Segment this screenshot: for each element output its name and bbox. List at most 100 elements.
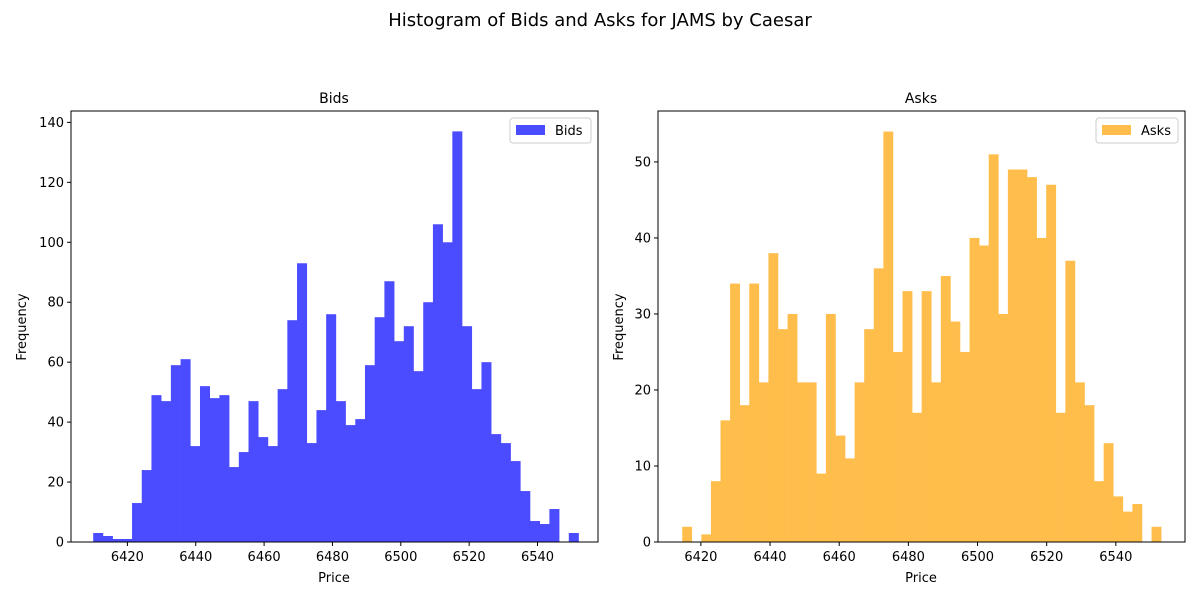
bids-bar <box>132 503 143 542</box>
bids-bar <box>423 302 434 542</box>
asks-bar <box>931 382 942 542</box>
asks-plot-frame <box>657 110 1186 543</box>
asks-bar <box>1055 412 1066 542</box>
asks-x-tick-label: 6500 <box>961 550 994 565</box>
asks-y-axis-label: Frequency <box>612 293 627 360</box>
bids-bar <box>122 539 133 542</box>
bids-bar <box>384 281 395 542</box>
bids-bar <box>520 491 531 542</box>
bids-bar <box>161 401 172 542</box>
bids-bar <box>297 263 308 542</box>
asks-bar <box>873 268 884 542</box>
asks-bar <box>845 458 855 542</box>
asks-bar <box>1084 405 1095 542</box>
asks-x-tick-label: 6460 <box>823 550 856 565</box>
asks-y-tick-label: 40 <box>634 231 651 246</box>
asks-bar <box>883 131 894 542</box>
asks-legend-box <box>1095 117 1179 144</box>
bids-bar <box>452 131 463 542</box>
asks-bar <box>825 313 836 542</box>
asks-bar <box>1007 169 1018 542</box>
bids-y-axis-label: Frequency <box>15 293 30 360</box>
asks-bar <box>1132 503 1143 542</box>
asks-legend: Asks <box>1095 117 1179 144</box>
asks-bar <box>701 534 712 542</box>
bids-bar <box>432 224 443 543</box>
bids-bar <box>500 443 511 542</box>
bids-legend-label: Bids <box>555 124 583 139</box>
bids-legend-box <box>509 117 592 144</box>
asks-bar <box>902 291 913 542</box>
asks-y-axis: 0 10 20 30 40 50 <box>634 155 658 551</box>
bids-bar <box>151 395 162 542</box>
bids-bar <box>403 326 414 542</box>
asks-bar <box>921 291 932 542</box>
bids-x-tick-label: 6460 <box>248 550 281 565</box>
bids-bar <box>316 410 327 542</box>
asks-bar <box>864 329 875 542</box>
asks-bar <box>854 382 865 542</box>
bids-x-tick-label: 6500 <box>384 550 417 565</box>
bids-x-tick-label: 6540 <box>521 550 554 565</box>
asks-bar <box>1122 511 1133 542</box>
bids-bar <box>229 467 240 542</box>
asks-x-tick-label: 6520 <box>1030 550 1063 565</box>
asks-x-axis: 6420 6440 6460 6480 6500 6520 6540 <box>684 542 1132 565</box>
bids-bar <box>209 398 220 542</box>
bids-y-tick-label: 80 <box>47 296 64 311</box>
bids-bar <box>345 425 356 542</box>
bids-bars <box>93 131 579 543</box>
bids-x-tick-label: 6440 <box>179 550 212 565</box>
asks-bar <box>730 283 740 542</box>
bids-y-tick-label: 40 <box>47 416 64 431</box>
bids-bar <box>529 521 540 542</box>
asks-bar <box>768 253 779 542</box>
asks-y-tick-label: 50 <box>634 155 651 170</box>
asks-bar <box>988 154 999 542</box>
bids-y-axis: 0 20 40 60 80 100 120 140 <box>39 116 71 551</box>
bids-x-tick-label: 6420 <box>111 550 144 565</box>
asks-x-tick-label: 6440 <box>753 550 786 565</box>
asks-bar <box>1046 184 1057 543</box>
bids-y-tick-label: 120 <box>39 176 64 191</box>
bids-bar <box>491 434 502 542</box>
bids-bar <box>258 437 269 542</box>
bids-bar <box>190 446 201 542</box>
asks-bar <box>682 526 693 542</box>
asks-bar <box>797 382 808 542</box>
bids-bar <box>568 533 579 542</box>
bids-bar <box>180 359 191 542</box>
bids-bar <box>199 386 210 542</box>
asks-x-axis-label: Price <box>905 571 937 586</box>
asks-bar <box>1151 526 1162 542</box>
bids-bar <box>170 365 181 542</box>
asks-bar <box>806 382 817 542</box>
bids-bar <box>102 536 113 542</box>
bids-bar <box>374 317 385 542</box>
asks-x-tick-label: 6540 <box>1099 550 1132 565</box>
bids-y-tick-label: 100 <box>39 236 64 251</box>
asks-bar <box>758 382 769 542</box>
asks-bar <box>950 321 961 542</box>
asks-y-tick-label: 0 <box>643 536 651 551</box>
asks-bar <box>739 405 750 542</box>
bids-plot-frame <box>70 110 599 543</box>
bids-bar <box>364 365 375 542</box>
asks-bar <box>959 351 970 542</box>
bids-bar <box>413 371 424 542</box>
bids-bar <box>335 401 346 542</box>
asks-bar <box>787 313 798 542</box>
asks-chart-title: Asks <box>905 91 937 107</box>
asks-chart: Asks 6420 6440 6460 6480 6500 6520 6540 0 10 20 3… <box>612 91 1186 586</box>
bids-bar <box>112 539 123 542</box>
bids-x-axis: 6420 6440 6460 6480 6500 6520 6540 <box>111 542 554 565</box>
bids-bar <box>219 395 230 542</box>
bids-bar <box>248 401 259 542</box>
bids-bar <box>539 524 550 542</box>
asks-legend-label: Asks <box>1141 124 1171 139</box>
bids-x-tick-label: 6520 <box>453 550 486 565</box>
bids-bar <box>355 419 366 542</box>
asks-bar <box>816 473 827 542</box>
bids-legend-swatch <box>516 125 545 135</box>
bids-bar <box>287 320 298 542</box>
